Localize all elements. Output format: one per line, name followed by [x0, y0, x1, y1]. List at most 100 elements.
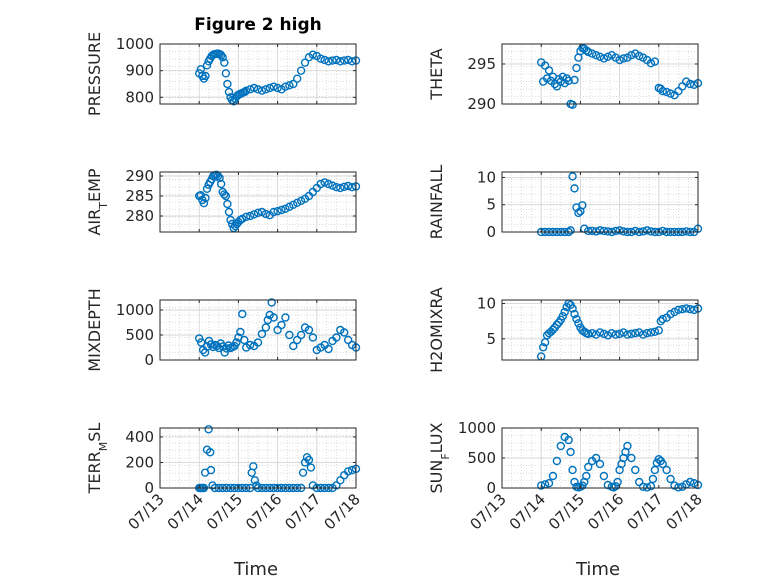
data-point [613, 477, 622, 487]
data-point [273, 83, 282, 93]
y-tick-label: 900 [125, 62, 154, 80]
data-point [208, 342, 218, 352]
data-point [296, 330, 306, 340]
data-point [558, 312, 567, 321]
data-point [221, 191, 231, 201]
data-point [336, 57, 345, 66]
y-axis-label-sub: M [97, 442, 110, 452]
data-point [584, 329, 593, 339]
y-axis-label-sub: T [97, 202, 110, 210]
data-point [570, 477, 579, 487]
data-point [587, 49, 597, 58]
y-axis-label: THETA [427, 48, 446, 100]
data-point [253, 338, 263, 347]
data-point [564, 435, 573, 445]
data-point [242, 212, 251, 222]
data-point [201, 193, 210, 203]
data-point [277, 320, 286, 330]
data-point [261, 85, 271, 94]
y-axis-label-rest: SL [85, 423, 104, 442]
minor-grid [501, 300, 698, 360]
data-point [194, 334, 204, 343]
data-point [281, 313, 290, 322]
data-point [658, 459, 667, 469]
data-point [599, 471, 609, 481]
data-point [257, 329, 267, 339]
data-point [218, 53, 227, 62]
minor-grid [159, 44, 356, 104]
data-point [261, 209, 271, 219]
subplot-5: 0 500 1000 MIXDEPTH [85, 288, 361, 372]
y-tick-label: 10 [477, 295, 496, 313]
data-point [662, 465, 671, 475]
data-point [224, 207, 234, 217]
data-point [638, 330, 648, 339]
series-points [194, 49, 361, 106]
data-point [300, 58, 310, 67]
data-point [202, 61, 212, 70]
data-point [584, 226, 593, 236]
data-point [642, 226, 652, 235]
data-point [324, 57, 333, 66]
data-point [221, 69, 231, 78]
y-tick-label: 295 [467, 55, 496, 73]
y-axis-label-main: H2OMIXRA [427, 287, 446, 373]
data-point [674, 305, 683, 315]
data-point [562, 74, 571, 83]
axes-box [501, 171, 699, 233]
data-point [572, 63, 581, 73]
data-point [223, 199, 232, 209]
tick-marks [159, 172, 357, 232]
data-point [245, 340, 255, 350]
data-point [261, 323, 271, 332]
data-point [578, 201, 587, 210]
data-point [566, 226, 575, 235]
subplot-4: 0 5 10 RAINFALL [427, 165, 703, 241]
data-point [336, 183, 345, 193]
data-point [220, 190, 229, 199]
minor-grid [501, 172, 698, 232]
data-point [320, 178, 329, 187]
y-axis-label-main: THETA [427, 48, 446, 100]
x-axis-label: Time [575, 559, 620, 580]
data-point [615, 55, 624, 65]
data-point [591, 453, 601, 463]
data-point [552, 456, 562, 466]
data-point [232, 338, 241, 347]
data-point [685, 79, 695, 89]
data-point [538, 343, 548, 352]
data-point [273, 206, 282, 216]
data-point [560, 307, 569, 317]
data-point [568, 172, 577, 181]
data-point [267, 298, 276, 307]
y-axis-label-main: AIR [85, 209, 104, 236]
data-point [599, 226, 609, 236]
subplot-2: 290 295 THETA [427, 43, 703, 113]
data-point [257, 86, 267, 95]
data-point [611, 330, 620, 339]
y-tick-label: 290 [467, 95, 496, 113]
data-point [289, 79, 298, 89]
data-point [631, 465, 640, 475]
data-point [201, 71, 210, 81]
data-point [316, 54, 325, 63]
data-point [205, 448, 215, 457]
y-axis-label: SUNFLUX [427, 422, 452, 493]
data-point [642, 483, 652, 492]
y-axis-label: RAINFALL [427, 165, 446, 240]
data-point [214, 343, 224, 353]
data-point [570, 309, 579, 319]
subplot-8: 05001000SUNFLUX07/1307/1407/1507/1607/17… [427, 419, 706, 580]
data-point [336, 476, 345, 485]
y-axis-label-sub: F [439, 453, 452, 459]
data-point [269, 313, 278, 322]
data-point [250, 476, 260, 485]
data-point [537, 481, 546, 490]
data-point [574, 208, 583, 218]
data-point [206, 465, 216, 475]
y-axis-label: PRESSURE [85, 32, 104, 116]
data-point [658, 86, 667, 96]
y-tick-label: 0 [486, 479, 496, 497]
data-point [548, 471, 558, 481]
